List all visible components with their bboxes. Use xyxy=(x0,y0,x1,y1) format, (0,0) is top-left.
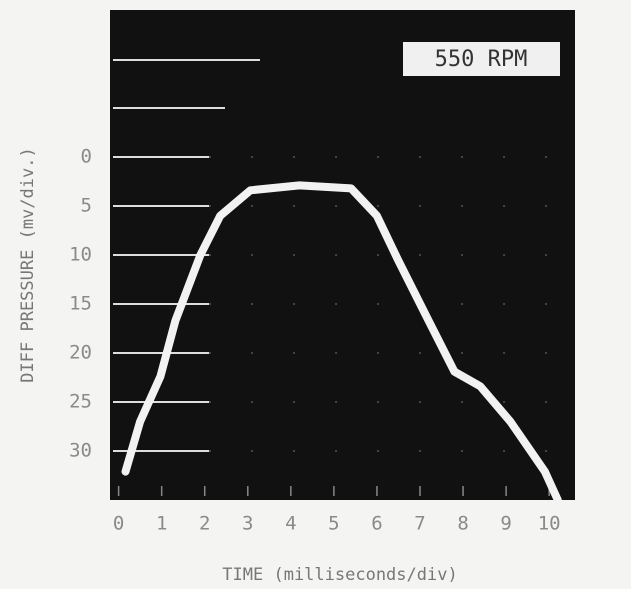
x-tick-label: 9 xyxy=(500,513,511,535)
x-tick-label: 5 xyxy=(328,513,339,535)
x-axis-label: TIME (milliseconds/div) xyxy=(222,565,457,585)
y-tick-label: 5 xyxy=(81,195,92,217)
y-tick-label: 0 xyxy=(81,146,92,168)
x-tick-label: 10 xyxy=(538,513,561,535)
y-tick-label: 15 xyxy=(69,293,92,315)
x-tick-label: 8 xyxy=(457,513,468,535)
x-tick-label: 4 xyxy=(285,513,296,535)
chart: 550 RPM TIME (milliseconds/div) DIFF PRE… xyxy=(0,0,631,589)
x-tick-label: 0 xyxy=(113,513,124,535)
y-tick-label: 25 xyxy=(69,391,92,413)
y-tick-label: 20 xyxy=(69,342,92,364)
x-tick-label: 3 xyxy=(242,513,253,535)
y-axis-label: DIFF PRESSURE (mv/div.) xyxy=(18,147,38,382)
y-tick-label: 10 xyxy=(69,244,92,266)
x-tick-label: 7 xyxy=(414,513,425,535)
annotation: 550 RPM xyxy=(435,47,528,72)
y-tick-label: 30 xyxy=(69,440,92,462)
x-tick-label: 1 xyxy=(156,513,167,535)
x-tick-label: 2 xyxy=(199,513,210,535)
x-tick-label: 6 xyxy=(371,513,382,535)
